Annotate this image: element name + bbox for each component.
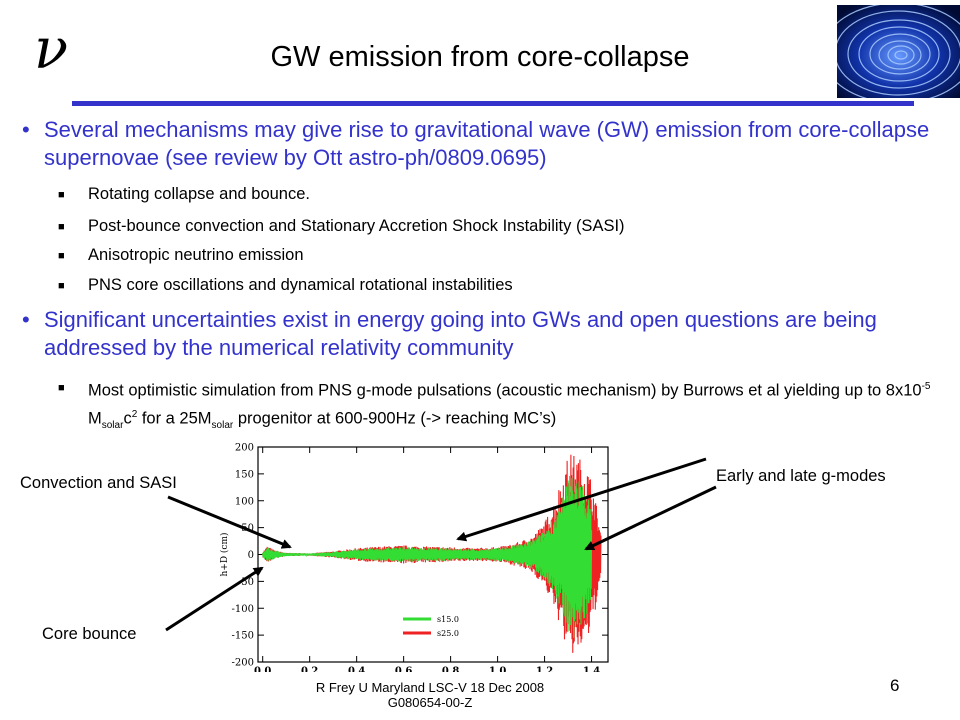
bullet-text: Significant uncertainties exist in energ… (44, 307, 877, 360)
y-tick-label: -150 (232, 631, 254, 642)
sub-bullet: ■ Post-bounce convection and Stationary … (58, 214, 938, 238)
arrow-early-gmodes (456, 457, 707, 542)
legend-label: s25.0 (437, 629, 459, 638)
square-bullet-icon: ■ (58, 280, 65, 292)
footer-line-1: R Frey U Maryland LSC-V 18 Dec 2008 (315, 680, 545, 695)
y-tick-label: -50 (238, 577, 254, 588)
arrow-core-bounce (165, 566, 264, 632)
x-tick-label: 1.0 (489, 666, 506, 672)
sub-bullet-text: Most optimistic simulation from PNS g-mo… (88, 381, 931, 431)
x-tick-label: 0.0 (254, 666, 271, 672)
sub-bullet-text: Rotating collapse and bounce. (88, 185, 310, 203)
y-tick-label: 150 (235, 469, 254, 480)
square-bullet-icon: ■ (58, 221, 65, 233)
square-bullet-icon: ■ (58, 250, 65, 262)
callout-gmodes: Early and late g-modes (716, 467, 886, 485)
bullet-text: Several mechanisms may give rise to grav… (44, 117, 930, 170)
header-rule (72, 101, 914, 106)
y-tick-label: 100 (235, 496, 254, 507)
gw-waveform-chart: 200150100500-50-100-150-2000.00.20.40.60… (219, 443, 609, 672)
sub-bullet: ■ Rotating collapse and bounce. (58, 182, 938, 206)
y-tick-label: 0 (248, 550, 254, 561)
bullet-mechanisms: • Several mechanisms may give rise to gr… (22, 116, 942, 172)
y-tick-label: 200 (235, 443, 254, 454)
callout-core-bounce: Core bounce (42, 625, 137, 643)
sub-bullet-text: Post-bounce convection and Stationary Ac… (88, 217, 625, 235)
square-bullet-icon: ■ (58, 189, 65, 201)
bullet-dot: • (22, 307, 30, 332)
sub-bullet: ■ Anisotropic neutrino emission (58, 243, 938, 267)
arrow-late-gmodes (584, 485, 717, 551)
y-tick-label: -200 (232, 658, 254, 669)
x-tick-label: 0.2 (301, 666, 318, 672)
footer: R Frey U Maryland LSC-V 18 Dec 2008 G080… (0, 680, 860, 710)
x-tick-label: 0.4 (348, 666, 365, 672)
sub-bullet: ■ Most optimistic simulation from PNS g-… (58, 375, 938, 437)
callout-convection: Convection and SASI (20, 474, 177, 492)
sub-bullet-text: Anisotropic neutrino emission (88, 246, 304, 264)
series-line-s15.0 (262, 475, 593, 638)
x-tick-label: 0.8 (442, 666, 459, 672)
x-tick-label: 1.2 (536, 666, 553, 672)
legend-label: s15.0 (437, 615, 459, 624)
sub-bullet: ■ PNS core oscillations and dynamical ro… (58, 273, 938, 297)
page-number: 6 (890, 676, 900, 695)
slide-title: GW emission from core-collapse (270, 41, 690, 73)
bullet-uncertainties: • Significant uncertainties exist in ene… (22, 306, 942, 362)
y-axis-label: h+D (cm) (219, 532, 230, 576)
x-tick-label: 0.6 (395, 666, 412, 672)
footer-line-2: G080654-00-Z (387, 695, 473, 710)
square-bullet-icon: ■ (58, 382, 65, 394)
sub-bullet-text: PNS core oscillations and dynamical rota… (88, 276, 513, 294)
y-tick-label: -100 (232, 604, 254, 615)
gw-ripple-image (837, 5, 960, 98)
arrow-convection (167, 495, 292, 549)
nu-logo: ν (34, 17, 69, 82)
bullet-dot: • (22, 117, 30, 142)
x-tick-label: 1.4 (583, 666, 600, 672)
